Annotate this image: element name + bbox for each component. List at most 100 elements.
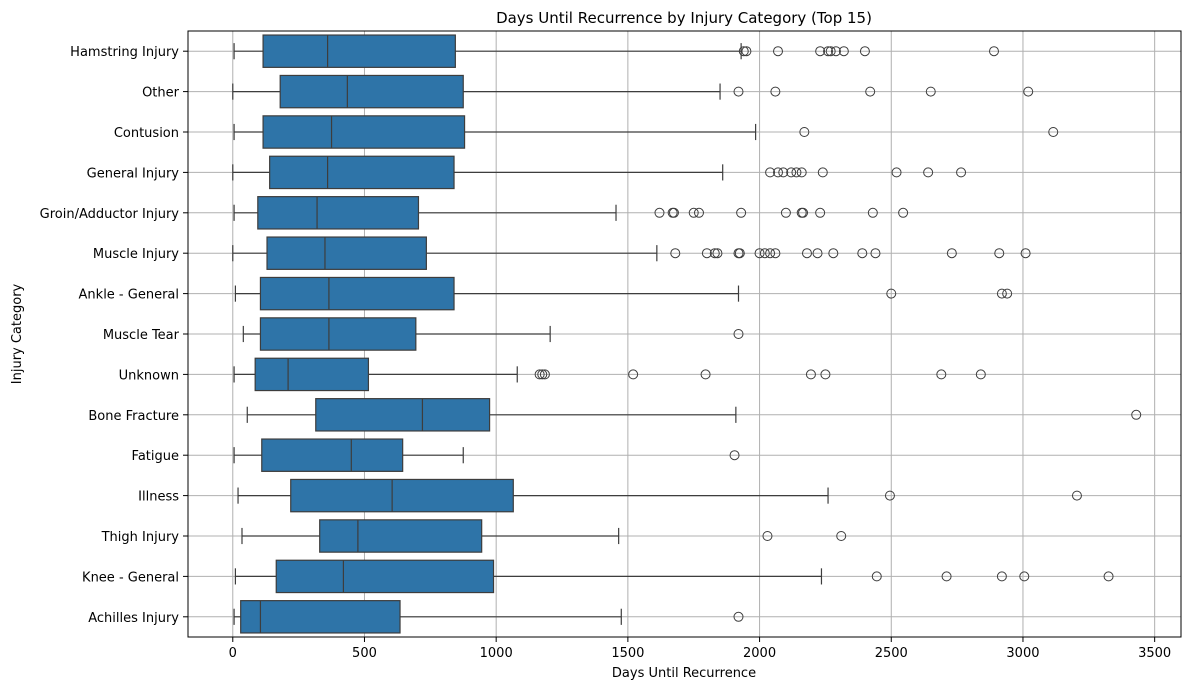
box-group	[233, 115, 1059, 149]
outlier-point	[820, 369, 831, 380]
outlier-point	[734, 248, 745, 259]
iqr-box	[259, 276, 455, 311]
box-group	[233, 600, 744, 634]
outlier-point	[733, 611, 744, 622]
box-group	[233, 34, 999, 68]
box-group	[237, 478, 1082, 513]
iqr-box	[257, 196, 420, 230]
y-tick-label: Hamstring Injury	[70, 45, 179, 60]
outlier-point	[693, 207, 704, 218]
x-tick-label: 0	[229, 646, 237, 661]
iqr-box	[262, 34, 456, 68]
outlier-point	[701, 248, 712, 259]
y-tick-label: Achilles Injury	[88, 611, 179, 626]
outlier-point	[791, 167, 802, 178]
outlier-point	[738, 46, 749, 57]
y-tick-label: Ankle - General	[79, 288, 179, 303]
outlier-point	[1023, 86, 1034, 97]
y-tick-label: Illness	[138, 490, 179, 505]
outlier-point	[1019, 571, 1030, 582]
outlier-point	[870, 248, 881, 259]
outlier-point	[778, 167, 789, 178]
outlier-point	[700, 369, 711, 380]
outlier-point	[539, 369, 550, 380]
outlier-point	[754, 248, 765, 259]
outlier-point	[812, 248, 823, 259]
outlier-point	[670, 248, 681, 259]
outlier-point	[537, 369, 548, 380]
outlier-point	[765, 248, 776, 259]
outlier-point	[823, 46, 834, 57]
y-tick-label: Contusion	[114, 126, 179, 141]
outlier-point	[830, 46, 841, 57]
outlier-point	[838, 46, 849, 57]
outlier-point	[628, 369, 639, 380]
x-tick-label: 3500	[1138, 646, 1171, 661]
outlier-point	[898, 207, 909, 218]
iqr-box	[269, 155, 455, 190]
chart-title: Days Until Recurrence by Injury Category…	[496, 9, 872, 27]
outlier-point	[733, 86, 744, 97]
x-axis-ticks: 0 500 1000 1500 2000 2500 3000 3500	[229, 637, 1171, 661]
x-axis-title: Days Until Recurrence	[612, 666, 756, 681]
box-group	[234, 559, 1114, 594]
box-group	[233, 357, 986, 392]
outlier-point	[798, 207, 809, 218]
outlier-point	[994, 248, 1005, 259]
outlier-point	[796, 167, 807, 178]
outlier-point	[762, 531, 773, 541]
box-group	[232, 236, 1031, 270]
y-tick-label: General Injury	[87, 166, 180, 181]
box-group	[232, 74, 1034, 109]
outlier-point	[996, 571, 1007, 582]
outlier-point	[1103, 571, 1114, 582]
box-group	[242, 317, 744, 351]
outlier-point	[988, 46, 999, 57]
outlier-point	[770, 248, 781, 259]
outlier-point	[801, 248, 812, 259]
outlier-point	[936, 369, 947, 380]
box-group	[233, 438, 740, 472]
outlier-point	[828, 248, 839, 259]
box-group	[241, 519, 847, 553]
outlier-point	[709, 248, 720, 259]
outlier-point	[867, 207, 878, 218]
iqr-box	[261, 438, 404, 472]
outlier-point	[815, 46, 826, 57]
y-tick-label: Thigh Injury	[101, 530, 180, 545]
x-tick-label: 1000	[480, 646, 513, 661]
box-group	[233, 196, 909, 230]
box-series	[232, 34, 1142, 634]
outlier-point	[956, 167, 967, 178]
outlier-point	[759, 248, 770, 259]
outlier-point	[773, 46, 784, 57]
iqr-box	[259, 317, 417, 351]
outlier-point	[534, 369, 545, 380]
iqr-box	[240, 600, 401, 634]
outlier-point	[865, 86, 876, 97]
y-tick-label: Fatigue	[132, 449, 179, 464]
outlier-point	[1131, 409, 1142, 420]
outlier-point	[733, 329, 744, 339]
y-tick-label: Muscle Injury	[93, 247, 179, 262]
y-tick-label: Knee - General	[82, 570, 179, 585]
y-tick-label: Groin/Adductor Injury	[40, 207, 180, 222]
outlier-point	[1048, 127, 1059, 137]
outlier-point	[871, 571, 882, 582]
outlier-point	[859, 46, 870, 57]
outlier-point	[891, 167, 902, 178]
outlier-point	[780, 207, 791, 218]
x-tick-label: 2000	[743, 646, 776, 661]
iqr-box	[266, 236, 427, 270]
x-tick-label: 2500	[875, 646, 908, 661]
outlier-point	[825, 46, 836, 57]
outlier-point	[886, 288, 897, 299]
box-group	[246, 398, 1142, 432]
x-tick-label: 1500	[611, 646, 644, 661]
box-group	[234, 276, 1013, 311]
outlier-point	[805, 369, 816, 380]
iqr-box	[279, 74, 464, 109]
outlier-point	[736, 207, 747, 218]
outlier-point	[1002, 288, 1013, 299]
